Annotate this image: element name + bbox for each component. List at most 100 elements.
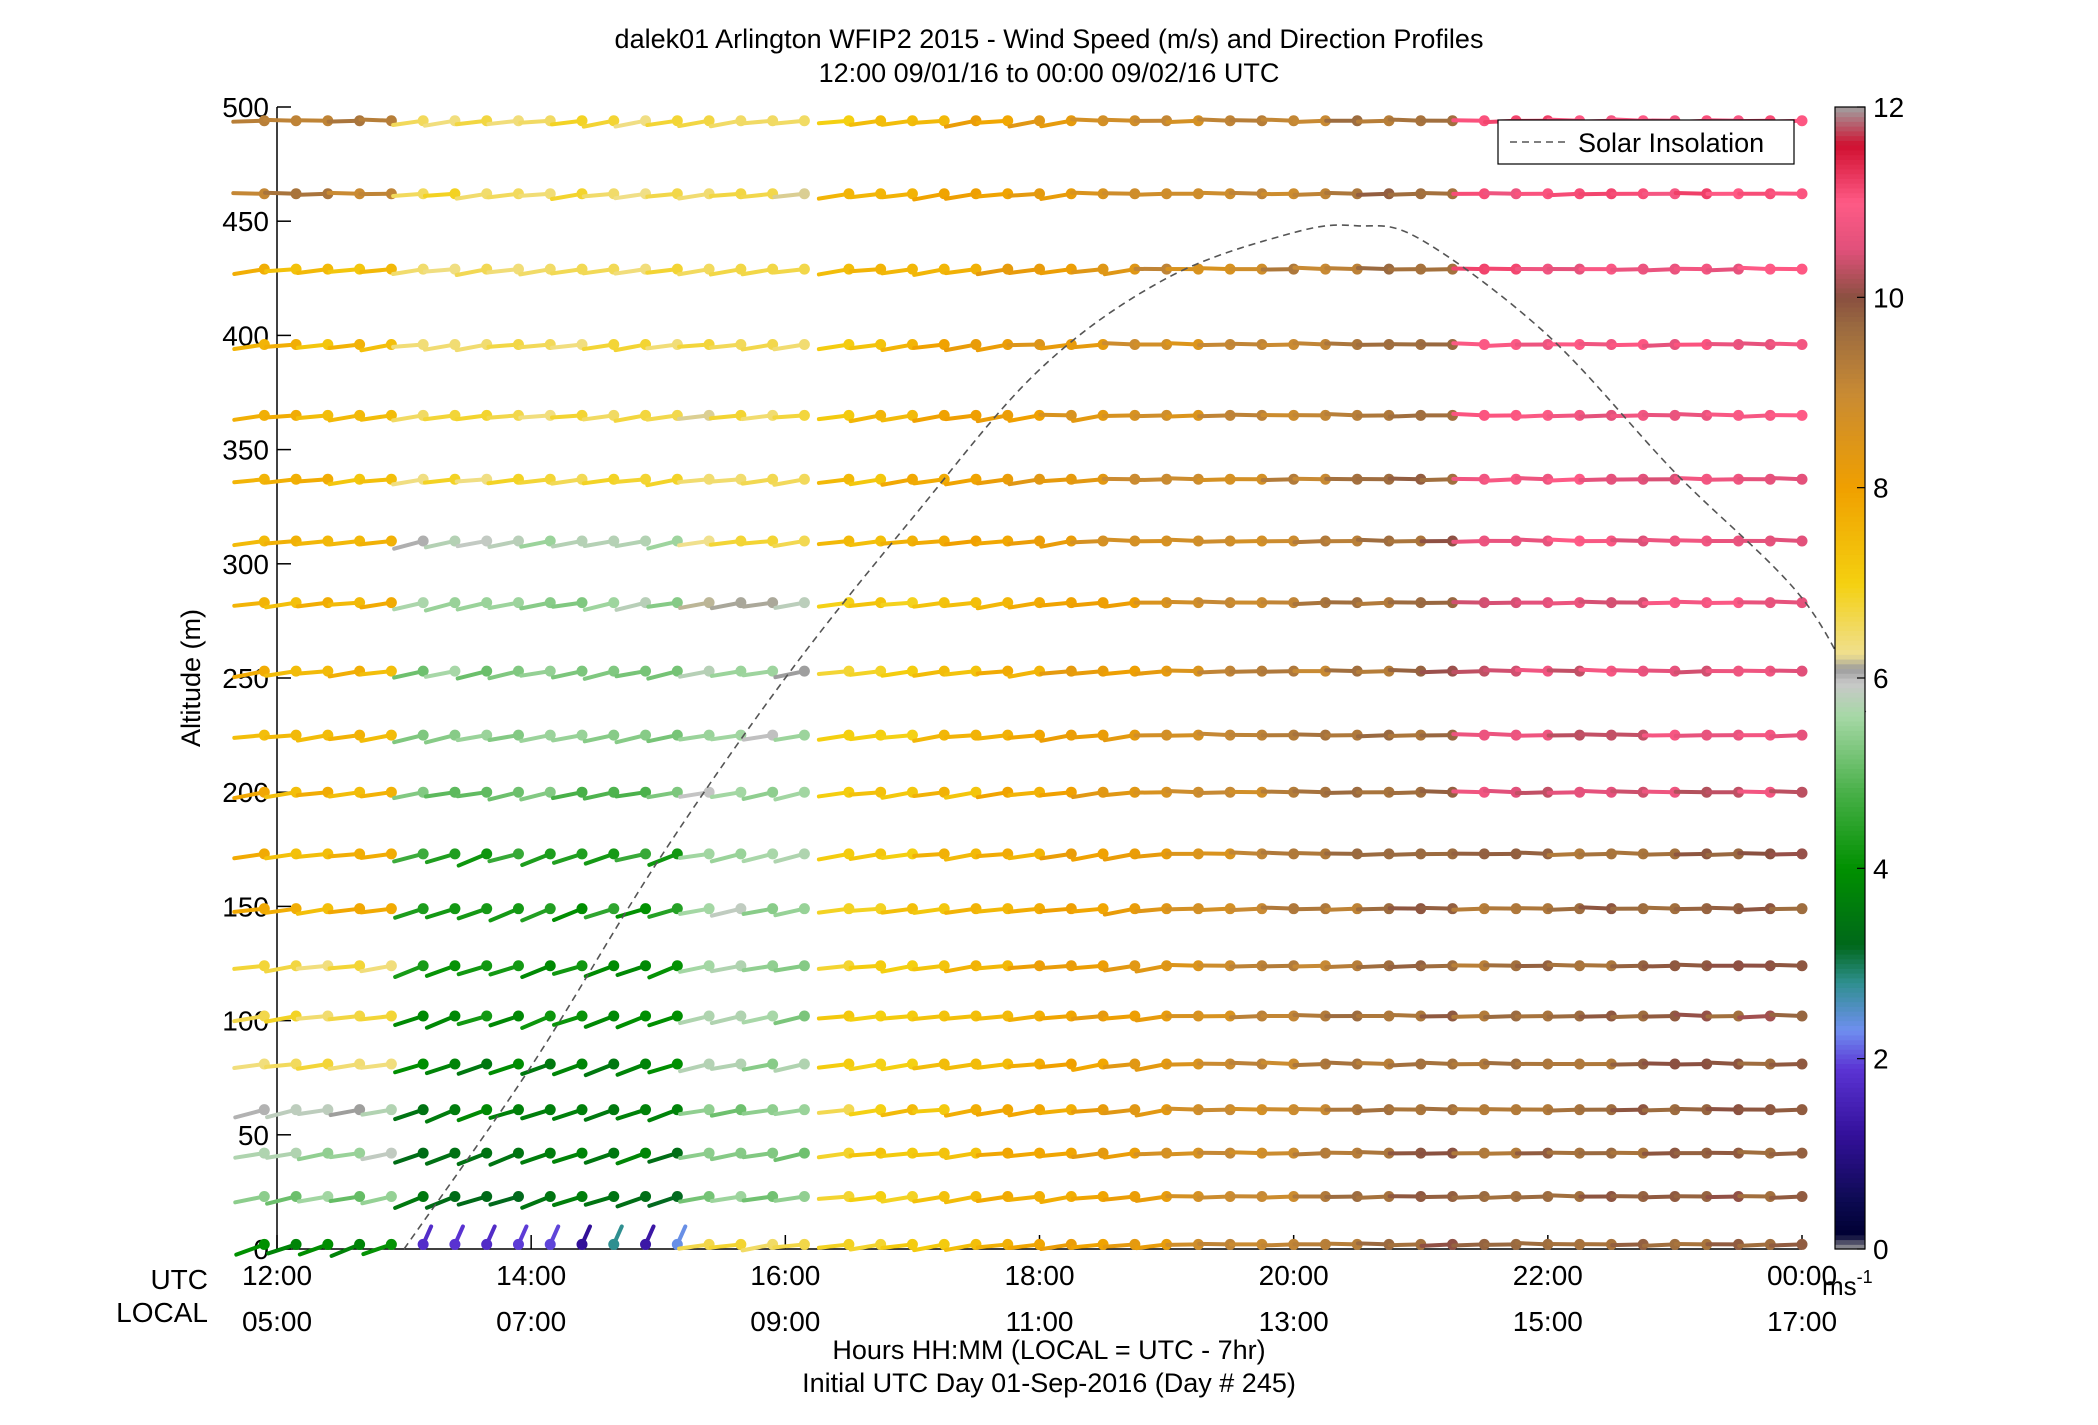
wind-barb-dot bbox=[640, 1190, 652, 1202]
wind-barb-dot bbox=[767, 1010, 779, 1022]
y-tick-label: 300 bbox=[222, 549, 269, 580]
wind-barb-dot bbox=[1034, 188, 1045, 200]
wind-barb-dot bbox=[544, 1238, 556, 1250]
colorbar-swatch bbox=[1835, 187, 1865, 194]
wind-barb-dot bbox=[875, 473, 887, 485]
wind-barb-dot bbox=[1796, 1058, 1808, 1070]
wind-barb-dot bbox=[512, 960, 524, 972]
x-row-label-local: LOCAL bbox=[116, 1297, 208, 1328]
chart-subtitle: 12:00 09/01/16 to 00:00 09/02/16 UTC bbox=[818, 58, 1280, 88]
colorbar-swatch bbox=[1835, 873, 1865, 879]
colorbar-swatch bbox=[1835, 354, 1865, 360]
colorbar-swatch bbox=[1835, 392, 1865, 398]
wind-barb-dot bbox=[1796, 1238, 1808, 1250]
wind-barb-dot bbox=[1002, 409, 1014, 421]
colorbar-swatch bbox=[1835, 977, 1865, 984]
wind-barb-dot bbox=[481, 1238, 493, 1250]
colorbar-swatch bbox=[1835, 330, 1865, 336]
colorbar-swatch bbox=[1835, 230, 1865, 237]
colorbar-swatch bbox=[1835, 406, 1865, 413]
colorbar-swatch bbox=[1835, 882, 1865, 888]
wind-barb-dot bbox=[512, 1104, 524, 1116]
wind-barb-dot bbox=[735, 1238, 747, 1250]
colorbar-swatch bbox=[1835, 744, 1865, 750]
colorbar-swatch bbox=[1835, 678, 1865, 684]
colorbar-swatch bbox=[1835, 1120, 1865, 1126]
wind-barb-dot bbox=[938, 339, 950, 351]
wind-barb-dot bbox=[608, 339, 620, 351]
wind-barb-dot bbox=[354, 339, 366, 351]
wind-barb-dot bbox=[767, 729, 779, 741]
wind-barb-dot bbox=[481, 535, 493, 547]
colorbar-swatch bbox=[1835, 773, 1865, 779]
colorbar-swatch bbox=[1835, 530, 1865, 536]
wind-barb-dot bbox=[576, 903, 588, 915]
wind-barb-dot bbox=[576, 1190, 588, 1202]
colorbar-swatch bbox=[1835, 906, 1865, 912]
colorbar-swatch bbox=[1835, 1196, 1865, 1203]
colorbar-swatch bbox=[1835, 221, 1865, 227]
wind-barb-dot bbox=[576, 1147, 588, 1159]
x-tick-label-local: 15:00 bbox=[1513, 1306, 1583, 1337]
colorbar-swatch bbox=[1835, 568, 1865, 574]
wind-barb-dot bbox=[703, 848, 715, 860]
wind-barb-dot bbox=[576, 786, 588, 798]
colorbar-swatch bbox=[1835, 511, 1865, 517]
wind-barb-dot bbox=[938, 1190, 950, 1202]
colorbar-swatch bbox=[1835, 911, 1865, 917]
wind-barb-dot bbox=[1796, 339, 1808, 351]
wind-barb-dot bbox=[1796, 1147, 1808, 1159]
colorbar-swatch bbox=[1835, 611, 1865, 617]
colorbar-swatch bbox=[1835, 468, 1865, 474]
colorbar-swatch bbox=[1835, 359, 1865, 365]
colorbar-swatch bbox=[1835, 692, 1865, 698]
wind-barb-dot bbox=[798, 339, 810, 351]
colorbar-swatch bbox=[1835, 1049, 1865, 1055]
colorbar-swatch bbox=[1835, 368, 1865, 375]
colorbar-swatch bbox=[1835, 444, 1865, 451]
colorbar-swatch bbox=[1835, 387, 1865, 394]
colorbar-swatch bbox=[1835, 896, 1865, 903]
wind-barb-dot bbox=[640, 729, 652, 741]
colorbar-swatch bbox=[1835, 682, 1865, 689]
x-tick-label-utc: 12:00 bbox=[242, 1260, 312, 1291]
wind-barb-dot bbox=[1796, 1104, 1808, 1116]
colorbar-swatch bbox=[1835, 173, 1865, 179]
wind-barb-dot bbox=[512, 263, 524, 275]
colorbar-swatch bbox=[1835, 635, 1865, 641]
wind-barb-dot bbox=[449, 848, 461, 860]
colorbar-swatch bbox=[1835, 730, 1865, 736]
wind-barb-dot bbox=[798, 188, 810, 200]
colorbar-swatch bbox=[1835, 697, 1865, 703]
colorbar-swatch bbox=[1835, 435, 1865, 441]
wind-barb-dot bbox=[576, 1104, 588, 1116]
colorbar-swatch bbox=[1835, 244, 1865, 251]
wind-barb-dot bbox=[385, 729, 397, 741]
wind-barb-dot bbox=[703, 960, 715, 972]
wind-barb-dot bbox=[640, 903, 652, 915]
colorbar-swatch bbox=[1835, 720, 1865, 727]
colorbar-swatch bbox=[1835, 887, 1865, 893]
colorbar-tick-label: 8 bbox=[1873, 473, 1889, 504]
wind-barb-dot bbox=[703, 1104, 715, 1116]
colorbar-swatch bbox=[1835, 1201, 1865, 1207]
wind-barb-dot bbox=[1796, 1010, 1808, 1022]
colorbar-swatch bbox=[1835, 763, 1865, 770]
wind-barb-dot bbox=[767, 1147, 779, 1159]
wind-barb-dot bbox=[608, 1238, 620, 1250]
wind-barb-dot bbox=[1002, 115, 1014, 127]
wind-barb-dot bbox=[449, 263, 461, 275]
wind-barb-dot bbox=[481, 729, 493, 741]
colorbar-swatch bbox=[1835, 235, 1865, 241]
x-row-label-utc: UTC bbox=[150, 1264, 208, 1295]
colorbar-swatch bbox=[1835, 397, 1865, 403]
wind-barb-dot bbox=[385, 597, 397, 609]
colorbar-swatch bbox=[1835, 1210, 1865, 1217]
colorbar-swatch bbox=[1835, 382, 1865, 389]
colorbar-swatch bbox=[1835, 930, 1865, 936]
wind-barb-dot bbox=[735, 848, 747, 860]
wind-barb-dot bbox=[449, 339, 461, 351]
wind-barb-dot bbox=[354, 1104, 366, 1116]
colorbar-swatch bbox=[1835, 126, 1865, 132]
colorbar-swatch bbox=[1835, 154, 1865, 160]
